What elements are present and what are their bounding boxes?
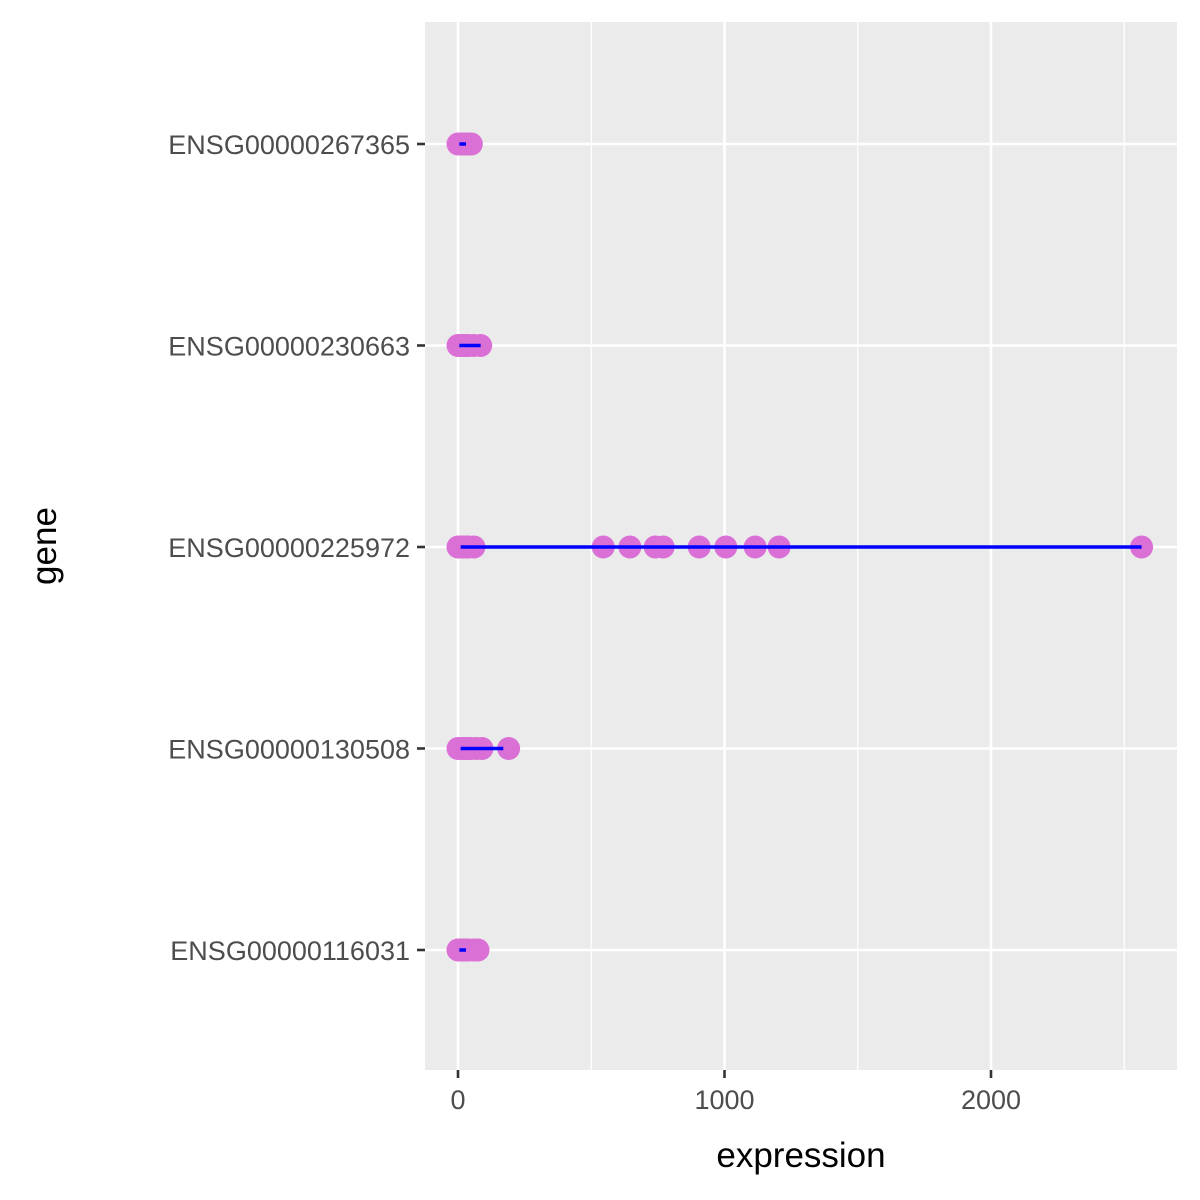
range-lines bbox=[459, 142, 1142, 952]
x-axis: 0 1000 2000 bbox=[450, 1070, 1021, 1115]
y-axis: ENSG00000267365 ENSG00000230663 ENSG000002… bbox=[168, 130, 425, 966]
y-tick-label: ENSG00000116031 bbox=[170, 936, 410, 966]
x-axis-title: expression bbox=[716, 1136, 885, 1175]
y-tick-label: ENSG00000225972 bbox=[168, 533, 410, 563]
data-point bbox=[459, 132, 483, 156]
y-tick-label: ENSG00000130508 bbox=[168, 735, 410, 765]
data-points bbox=[446, 132, 1154, 962]
y-tick-label: ENSG00000267365 bbox=[168, 130, 410, 160]
x-tick-label: 2000 bbox=[961, 1085, 1021, 1115]
x-tick-label: 1000 bbox=[694, 1085, 754, 1115]
x-tick-label: 0 bbox=[450, 1085, 465, 1115]
y-tick-label: ENSG00000230663 bbox=[168, 332, 410, 362]
data-point bbox=[497, 737, 521, 760]
y-axis-title: gene bbox=[25, 507, 64, 585]
data-point bbox=[466, 938, 490, 962]
